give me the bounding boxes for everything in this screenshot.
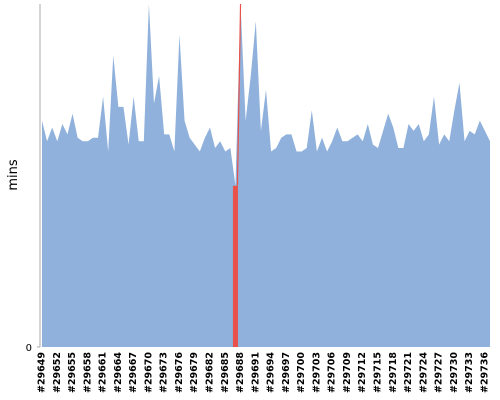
x-tick-label: #29697 bbox=[281, 352, 292, 393]
x-tick-label: #29724 bbox=[418, 352, 429, 393]
x-tick-label: #29652 bbox=[52, 352, 63, 393]
x-tick-label: #29649 bbox=[37, 352, 48, 393]
x-tick-label: #29667 bbox=[128, 352, 139, 393]
x-tick-label: #29733 bbox=[464, 352, 475, 393]
x-tick-label: #29691 bbox=[250, 352, 261, 393]
x-tick-label: #29709 bbox=[342, 352, 353, 393]
x-tick-label: #29706 bbox=[327, 352, 338, 393]
highlight-line bbox=[236, 3, 242, 186]
x-tick-label: #29658 bbox=[82, 352, 93, 393]
x-tick-label: #29682 bbox=[205, 352, 216, 393]
x-tick-label: #29694 bbox=[266, 352, 277, 393]
x-tick-label: #29673 bbox=[159, 352, 170, 393]
x-tick-label: #29718 bbox=[388, 352, 399, 393]
x-tick-label: #29676 bbox=[174, 352, 185, 393]
x-tick-label: #29664 bbox=[113, 352, 124, 393]
x-tick-label: #29703 bbox=[311, 352, 322, 393]
x-tick-label: #29679 bbox=[189, 352, 200, 393]
highlight-bar bbox=[232, 185, 238, 347]
x-tick-label: #29661 bbox=[98, 352, 109, 393]
x-tick-label: #29727 bbox=[434, 352, 445, 393]
y-axis-label: mins bbox=[6, 159, 21, 191]
x-tick-label: #29730 bbox=[449, 352, 460, 393]
x-tick-label: #29688 bbox=[235, 352, 246, 393]
x-tick-label: #29721 bbox=[403, 352, 414, 393]
x-tick-label: #29715 bbox=[373, 352, 384, 393]
area bbox=[42, 4, 490, 347]
x-tick-label: #29712 bbox=[357, 352, 368, 393]
x-tick-label: #29655 bbox=[67, 352, 78, 393]
x-tick-label: #29685 bbox=[220, 352, 231, 393]
x-tick-label: #29736 bbox=[479, 352, 490, 393]
y-tick-label: 0 bbox=[26, 343, 32, 354]
x-tick-label: #29670 bbox=[143, 352, 154, 393]
x-tick-label: #29700 bbox=[296, 352, 307, 393]
